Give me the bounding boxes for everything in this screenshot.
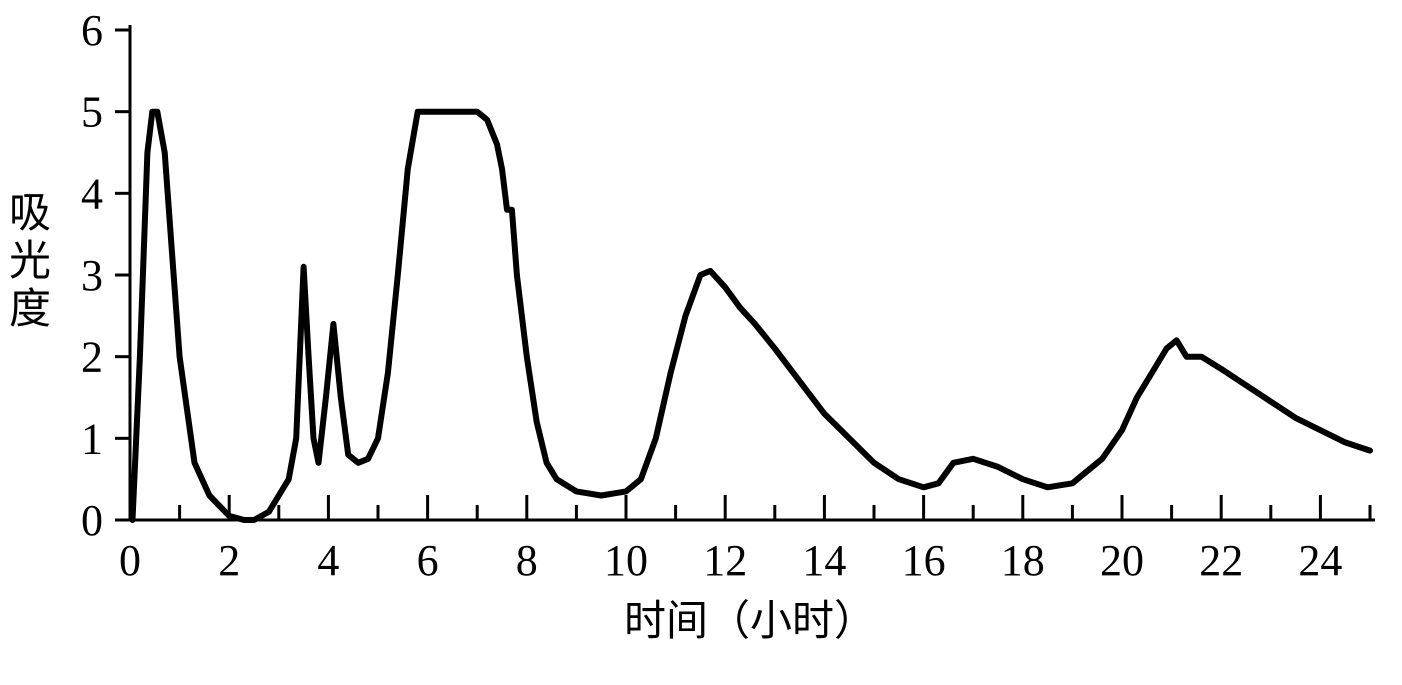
svg-text:3: 3 bbox=[81, 251, 103, 300]
svg-text:20: 20 bbox=[1100, 536, 1144, 585]
svg-text:度: 度 bbox=[9, 287, 51, 333]
svg-text:4: 4 bbox=[317, 536, 339, 585]
svg-text:10: 10 bbox=[604, 536, 648, 585]
svg-text:光: 光 bbox=[9, 239, 51, 285]
svg-text:8: 8 bbox=[516, 536, 538, 585]
svg-text:12: 12 bbox=[703, 536, 747, 585]
svg-text:16: 16 bbox=[902, 536, 946, 585]
svg-text:4: 4 bbox=[81, 169, 103, 218]
svg-text:1: 1 bbox=[81, 414, 103, 463]
svg-text:22: 22 bbox=[1199, 536, 1243, 585]
svg-text:6: 6 bbox=[81, 6, 103, 55]
chromatogram-chart: 0123456024681012141618202224时间（小时）吸光度 bbox=[0, 0, 1402, 685]
svg-text:2: 2 bbox=[218, 536, 240, 585]
svg-text:18: 18 bbox=[1001, 536, 1045, 585]
svg-text:时间（小时）: 时间（小时） bbox=[624, 599, 876, 645]
svg-text:0: 0 bbox=[119, 536, 141, 585]
svg-text:2: 2 bbox=[81, 333, 103, 382]
svg-text:6: 6 bbox=[417, 536, 439, 585]
svg-text:吸: 吸 bbox=[9, 191, 51, 237]
svg-text:0: 0 bbox=[81, 496, 103, 545]
svg-text:24: 24 bbox=[1298, 536, 1342, 585]
chart-svg: 0123456024681012141618202224时间（小时）吸光度 bbox=[0, 0, 1402, 685]
svg-text:5: 5 bbox=[81, 88, 103, 137]
svg-text:14: 14 bbox=[802, 536, 846, 585]
